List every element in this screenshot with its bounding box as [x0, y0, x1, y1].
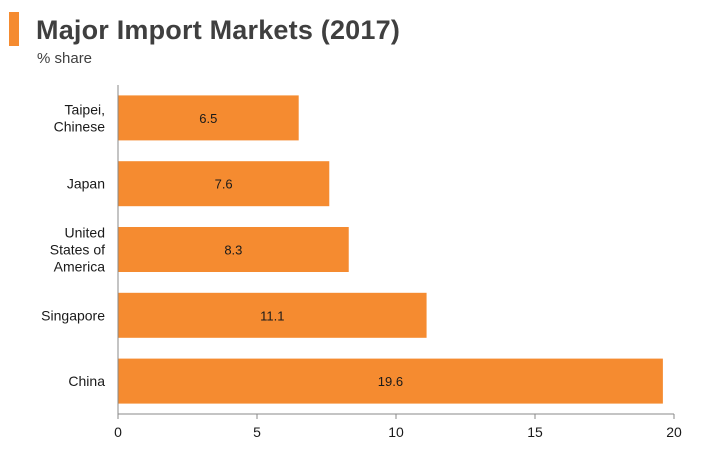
data-label: 8.3	[224, 243, 242, 258]
category-label: Japan	[67, 176, 105, 192]
bar	[118, 161, 330, 207]
category-label: Taipei, Chinese	[54, 101, 106, 134]
x-tick-label: 10	[388, 424, 404, 440]
bar	[118, 95, 299, 141]
data-label: 7.6	[215, 177, 233, 192]
title-accent-bar	[9, 12, 19, 46]
x-tick-label: 20	[666, 424, 682, 440]
chart-title: Major Import Markets (2017)	[36, 15, 401, 45]
data-label: 11.1	[260, 308, 284, 323]
category-label: United States of America	[50, 225, 105, 275]
chart-subtitle: % share	[37, 50, 93, 67]
category-label: Singapore	[41, 307, 105, 323]
data-label: 6.5	[199, 111, 217, 126]
bar	[118, 292, 427, 338]
x-tick-label: 15	[527, 424, 543, 440]
bar	[118, 358, 663, 404]
data-label: 19.6	[378, 374, 403, 389]
category-label: China	[68, 373, 105, 389]
x-tick-label: 5	[253, 424, 261, 440]
x-tick-label: 0	[114, 424, 122, 440]
bar	[118, 227, 349, 272]
